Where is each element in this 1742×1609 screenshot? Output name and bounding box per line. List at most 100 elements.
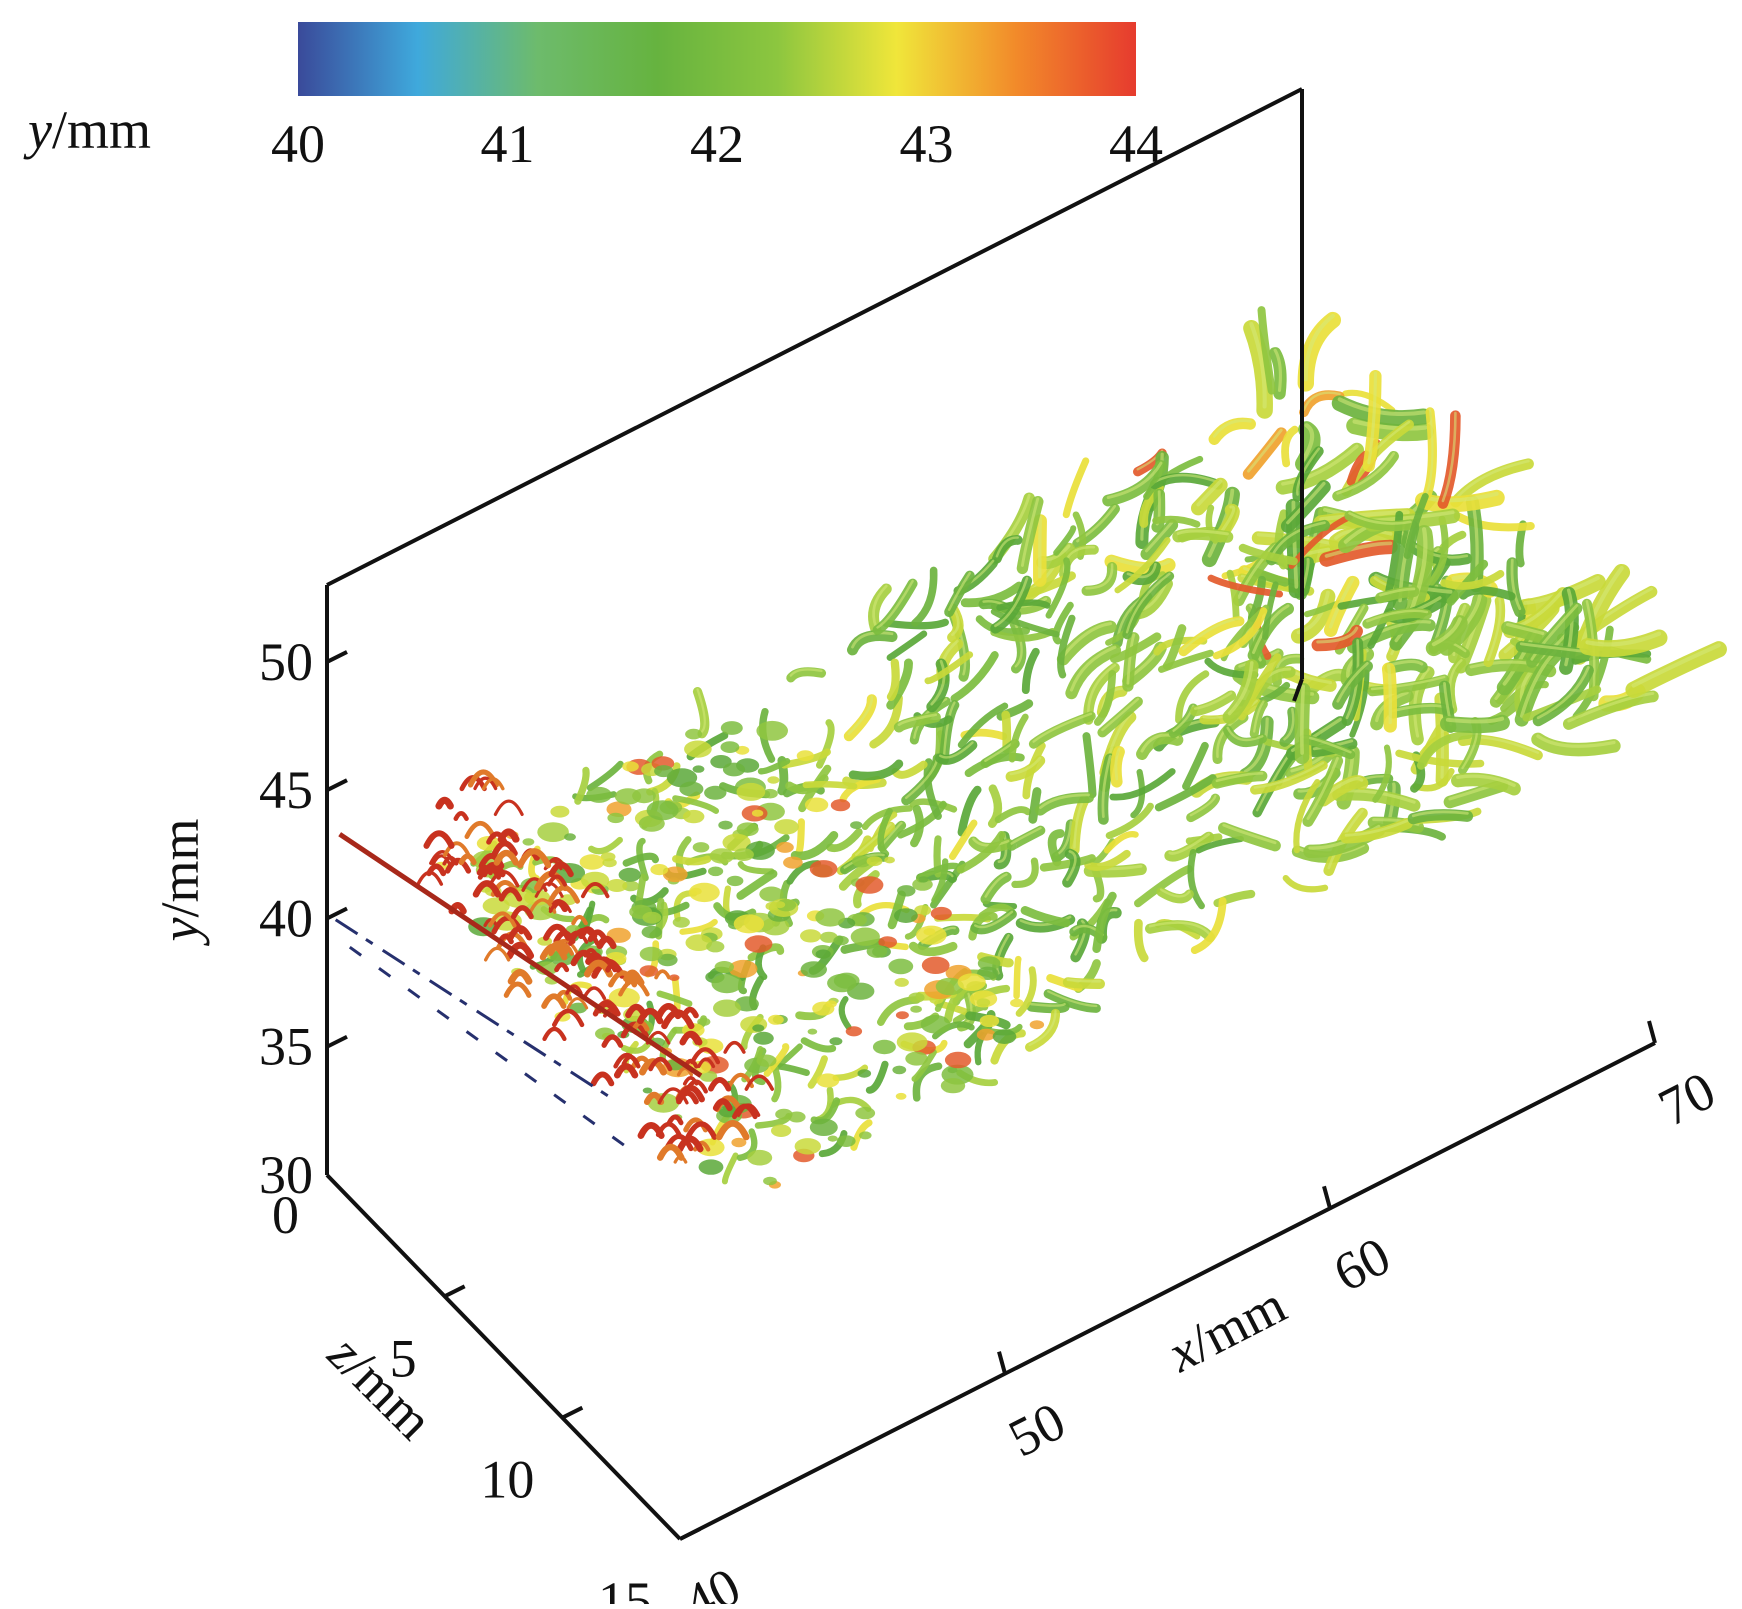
x-tick-label: 60 [1324,1225,1399,1303]
vortex-blob [850,821,862,829]
vortex-tube [806,784,854,786]
vortex-tube [1138,923,1144,958]
vortex-blob [767,776,779,784]
vortex-tube [1178,534,1227,537]
hairpin-vortex [456,813,467,818]
vortex-blob [815,908,845,926]
colorbar-gradient [298,22,1136,96]
vortex-blob [642,926,662,939]
vortex-blob [745,935,773,952]
vortex-blob [1030,1020,1044,1029]
vortex-blob [685,729,702,740]
vortex-blob [931,907,952,920]
y-tick [327,652,347,662]
vortex-tube [741,864,772,871]
vortex-tube [1012,717,1025,759]
vortex-tube [913,946,953,952]
vortex-tube [590,764,620,788]
colorbar-tick-label: 40 [271,114,325,174]
hairpin-vortex [544,996,564,1006]
vortex-blob [640,947,663,961]
vortex-blob [734,914,764,933]
vortex-tube [1012,831,1041,847]
hairpin-vortex [573,917,586,923]
y-tick [327,780,347,790]
hairpin-vortex [658,1124,679,1135]
vortex-tube [804,1041,833,1049]
vortex-tube [1230,573,1236,618]
vortex-blob [654,765,673,777]
vortex-blob [894,908,918,923]
vortex-blob [867,856,883,866]
vortex-tube [1066,461,1085,515]
vortex-blob [805,798,828,813]
vortex-blob [833,936,848,946]
hairpin-vortex [624,1057,638,1064]
vortex-blob [858,1069,872,1077]
vortex-blob [673,917,690,928]
vortex-blob [752,1024,764,1031]
x-tick-label: 50 [999,1391,1074,1469]
vortex-blob [827,974,856,992]
vortex-blob [888,959,913,975]
vortex-blob [910,1006,922,1013]
vortex-blob [693,765,705,772]
vortex-blob [643,912,662,924]
vortex-blob [632,788,656,803]
hairpin-vortex [511,972,529,981]
vortex-tube [1025,910,1066,923]
vortex-blob [734,848,754,861]
vortex-blob [776,842,794,853]
colorbar-tick-label: 41 [481,114,535,174]
vortex-blob [895,978,909,987]
colorbar-tick-label: 43 [900,114,954,174]
vortex-blob [710,848,735,863]
vortex-blob [684,741,712,758]
vortex-tube [1052,834,1060,863]
hairpin-vortex [557,965,567,970]
vortex-blob [908,993,924,1003]
vortex-blob [873,1040,896,1054]
vortex-blob [774,901,785,908]
vortex-blob [922,957,950,974]
vortex-blob [683,810,704,823]
hairpin-vortex [594,1074,612,1083]
vortex-blob [941,1078,965,1093]
vortex-blob [774,819,799,834]
vortex-highlight [1302,687,1303,754]
vortex-blob [756,721,788,741]
hairpin-vortex [418,873,441,885]
vortex-blob [918,876,928,882]
z-tick [562,1408,582,1418]
hairpin-vortex [581,929,594,935]
hairpin-vortex [448,861,469,871]
vortex-blob [783,857,803,869]
vortex-tube [961,706,1005,745]
hairpin-vortex [486,948,509,959]
vortex-blob [837,1135,856,1147]
vortex-blob [810,1119,838,1136]
vortex-tube [915,570,934,623]
vortex-tube [1017,959,1019,996]
x-tick [999,1352,1005,1374]
vortex-tube [842,999,849,1027]
vortex-tube [998,810,1027,820]
vortex-tube [1034,716,1091,744]
vortex-tube [1031,1007,1064,1009]
vortex-blob [810,860,838,877]
vortex-blob [831,799,850,811]
vortex-blob [523,838,535,845]
vortex-blob [650,864,668,875]
vortex-blob [921,1015,951,1034]
vortex-blob [753,1032,774,1045]
vortex-blob [916,926,947,945]
vortex-tube [891,663,896,697]
vortex-tube [675,980,677,1008]
vortex-blob [699,1159,724,1174]
vortex-tube [1033,792,1037,820]
x-tick-label: 40 [674,1556,749,1604]
vortex-tube [853,764,899,776]
vortex-blob [689,883,720,902]
vortex-tube [1087,736,1093,794]
